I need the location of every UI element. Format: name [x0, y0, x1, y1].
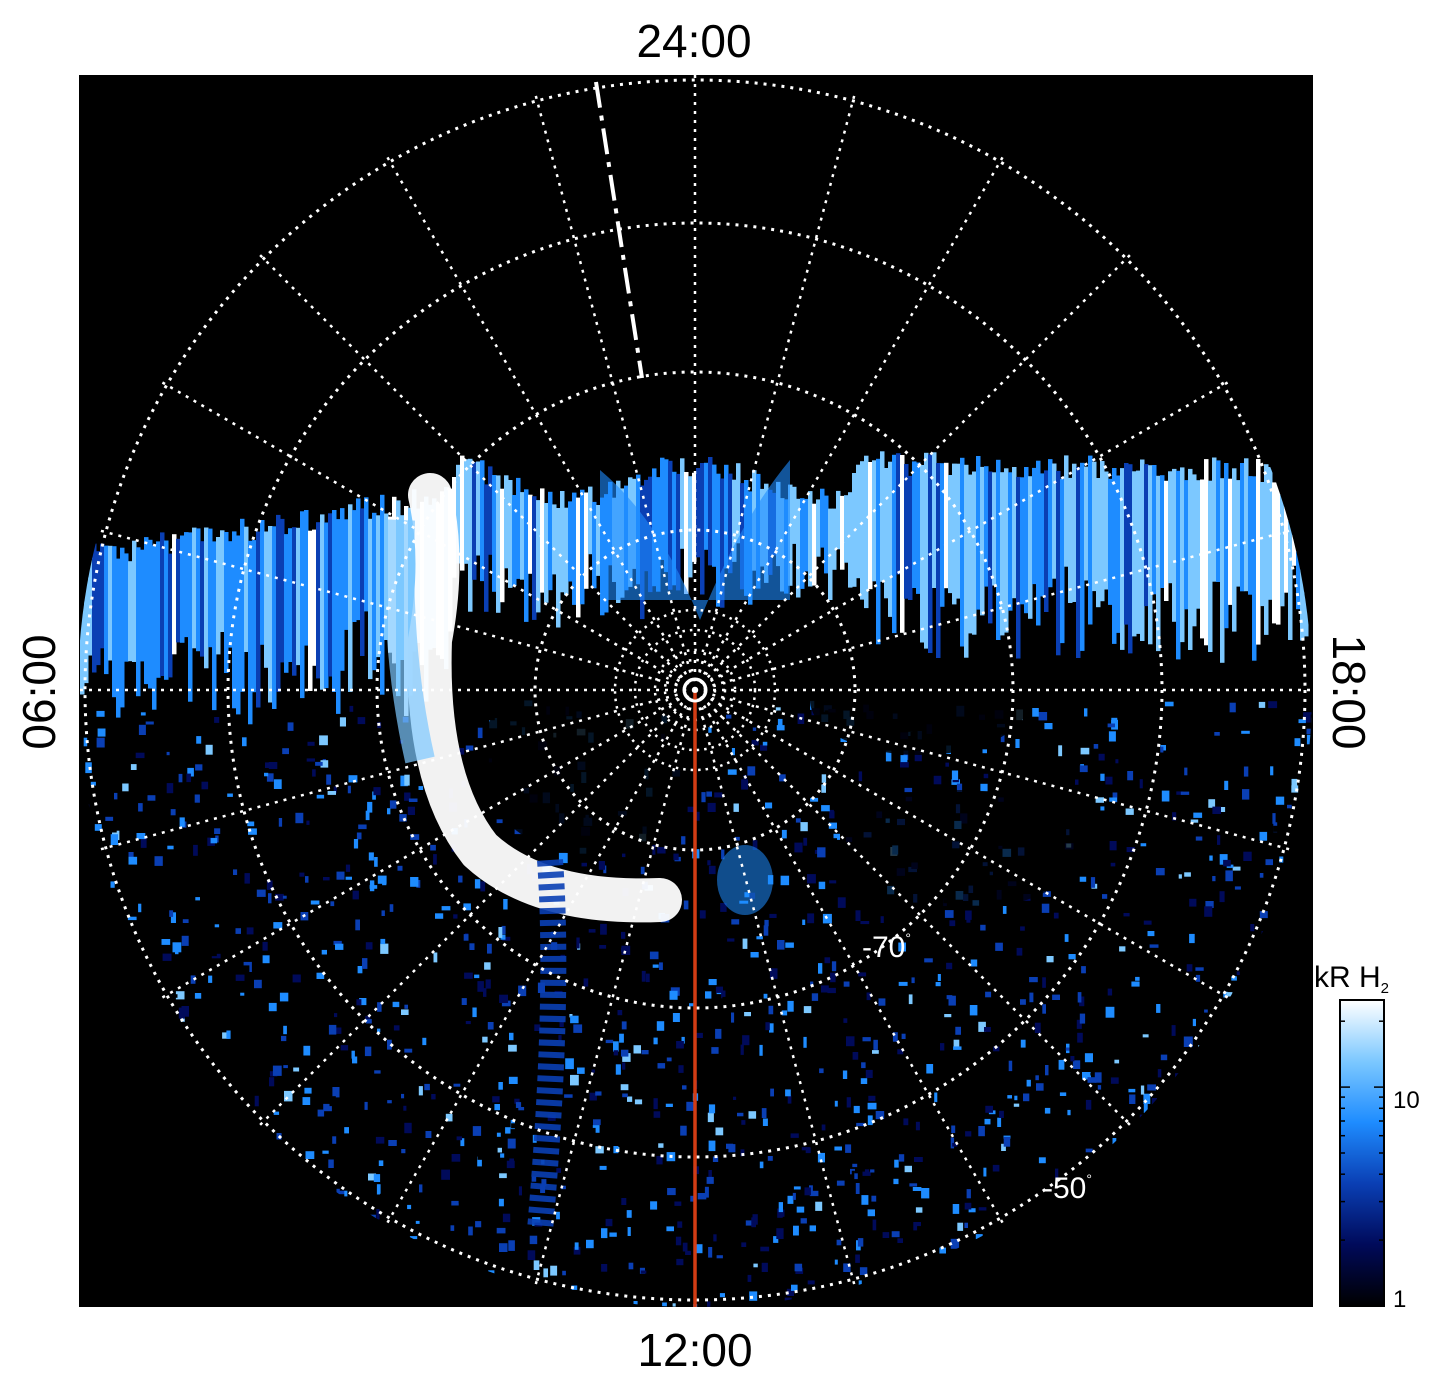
local-time-label-bottom: 12:00 — [637, 1324, 752, 1376]
colorbar-tick-label-10: 10 — [1393, 1087, 1420, 1114]
latitude-label-70: -70° — [862, 930, 911, 964]
colorbar: kR H2 10 1 — [1314, 961, 1420, 1313]
local-time-grid-spokes — [79, 75, 1312, 1307]
local-time-label-left: 06:00 — [13, 634, 65, 749]
pole-marker-icon — [682, 677, 708, 703]
latitude-label-50: -50° — [1043, 1171, 1092, 1205]
colorbar-title: kR H2 — [1314, 961, 1389, 997]
colorbar-ticks — [1340, 1020, 1384, 1307]
local-time-label-right: 18:00 — [1323, 634, 1375, 749]
auroral-emission-band — [80, 451, 1312, 725]
local-time-label-top: 24:00 — [636, 15, 751, 67]
colorbar-gradient — [1339, 999, 1385, 1307]
colorbar-tick-label-1: 1 — [1393, 1286, 1406, 1313]
auroral-emission-arc — [384, 473, 773, 1232]
pole-marker-dot — [692, 687, 698, 693]
dashed-reference-line — [594, 81, 644, 379]
